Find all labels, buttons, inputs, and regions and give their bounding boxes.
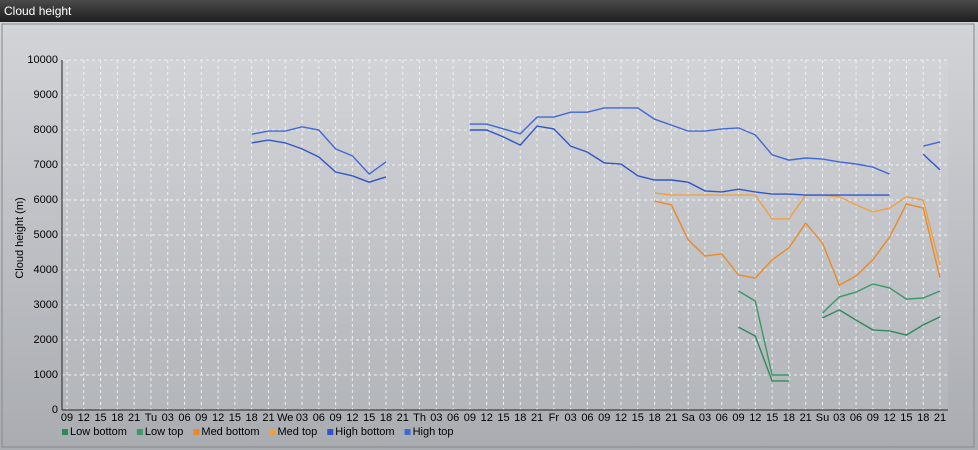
x-tick-label: 18: [783, 412, 795, 424]
y-tick-label: 9000: [34, 89, 58, 101]
x-tick-label: 21: [934, 412, 946, 424]
legend-swatch: [327, 429, 334, 435]
y-tick-label: 1000: [34, 369, 58, 381]
x-tick-label: 12: [884, 412, 896, 424]
x-tick-label: We: [277, 412, 293, 424]
x-tick-label: 09: [598, 412, 610, 424]
legend-label: Med top: [278, 426, 318, 438]
x-tick-label: 09: [61, 412, 73, 424]
y-tick-label: 4000: [34, 264, 58, 276]
series-line: [654, 192, 941, 266]
x-tick-label: 03: [833, 412, 845, 424]
legend-swatch: [136, 429, 143, 435]
x-tick-label: 15: [766, 412, 778, 424]
x-tick-label: 03: [699, 412, 711, 424]
x-tick-label: 18: [380, 412, 392, 424]
x-tick-label: 09: [732, 412, 744, 424]
series-line: [654, 200, 941, 287]
y-axis-label: Cloud height (m): [14, 197, 26, 278]
x-tick-label: 21: [531, 412, 543, 424]
x-tick-label: 18: [111, 412, 123, 424]
x-tick-label: 03: [162, 412, 174, 424]
legend-label: Med bottom: [201, 426, 259, 438]
legend-label: Low bottom: [70, 426, 127, 438]
x-tick-label: Sa: [681, 412, 695, 424]
x-tick-label: 21: [800, 412, 812, 424]
x-tick-label: 12: [212, 412, 224, 424]
y-tick-label: 10000: [27, 54, 58, 66]
y-tick-label: 2000: [34, 334, 58, 346]
x-tick-label: 15: [363, 412, 375, 424]
x-tick-label: 06: [850, 412, 862, 424]
legend-swatch: [193, 429, 200, 435]
x-tick-label: Tu: [145, 412, 157, 424]
x-tick-label: Su: [816, 412, 829, 424]
chart: Cloud height (m) 0 1000 2000 3000 4000 5000 60…: [1, 23, 975, 448]
legend-swatch: [269, 429, 276, 435]
x-tick-label: 06: [581, 412, 593, 424]
x-tick-label: 12: [78, 412, 90, 424]
x-tick-label: 12: [346, 412, 358, 424]
x-tick-label: 09: [464, 412, 476, 424]
series-line: [738, 309, 941, 382]
frame: [1, 23, 975, 448]
x-tick-label: Fr: [549, 412, 560, 424]
y-tick-label: 3000: [34, 299, 58, 311]
x-tick-label: 15: [94, 412, 106, 424]
legend-swatch: [62, 429, 68, 435]
x-tick-label: 15: [229, 412, 241, 424]
y-tick-label: 7000: [34, 159, 58, 171]
legend-label: High top: [413, 426, 454, 438]
y-tick-label: 6000: [34, 194, 58, 206]
x-tick-label: 12: [481, 412, 493, 424]
x-tick-label: 21: [262, 412, 274, 424]
x-tick-label: 06: [447, 412, 459, 424]
x-tick-label: 09: [329, 412, 341, 424]
y-tick-label: 5000: [34, 229, 58, 241]
x-tick-label: 18: [917, 412, 929, 424]
x-tick-label: 18: [648, 412, 660, 424]
legend-label: High bottom: [335, 426, 394, 438]
x-tick-label: 15: [497, 412, 509, 424]
x-tick-label: 15: [632, 412, 644, 424]
chart-title: Cloud height: [0, 0, 978, 22]
x-tick-label: 06: [716, 412, 728, 424]
x-tick-label: 18: [514, 412, 526, 424]
x-tick-label: 21: [128, 412, 140, 424]
x-tick-label: 06: [313, 412, 325, 424]
x-tick-label: 18: [246, 412, 258, 424]
legend-label: Low top: [145, 426, 184, 438]
y-tick-label: 0: [52, 404, 58, 416]
x-tick-label: Th: [413, 412, 426, 424]
x-tick-label: 03: [565, 412, 577, 424]
series-line: [251, 107, 941, 176]
x-tick-label: 12: [749, 412, 761, 424]
x-tick-label: 09: [195, 412, 207, 424]
x-tick-label: 21: [397, 412, 409, 424]
x-tick-label: 06: [178, 412, 190, 424]
x-tick-label: 03: [430, 412, 442, 424]
legend-swatch: [404, 429, 411, 435]
series-line: [738, 283, 941, 376]
x-tick-label: 09: [867, 412, 879, 424]
x-tick-label: 03: [296, 412, 308, 424]
x-tick-label: 21: [665, 412, 677, 424]
series-line: [251, 125, 941, 196]
y-tick-label: 8000: [34, 124, 58, 136]
x-tick-label: 15: [900, 412, 912, 424]
x-tick-label: 12: [615, 412, 627, 424]
